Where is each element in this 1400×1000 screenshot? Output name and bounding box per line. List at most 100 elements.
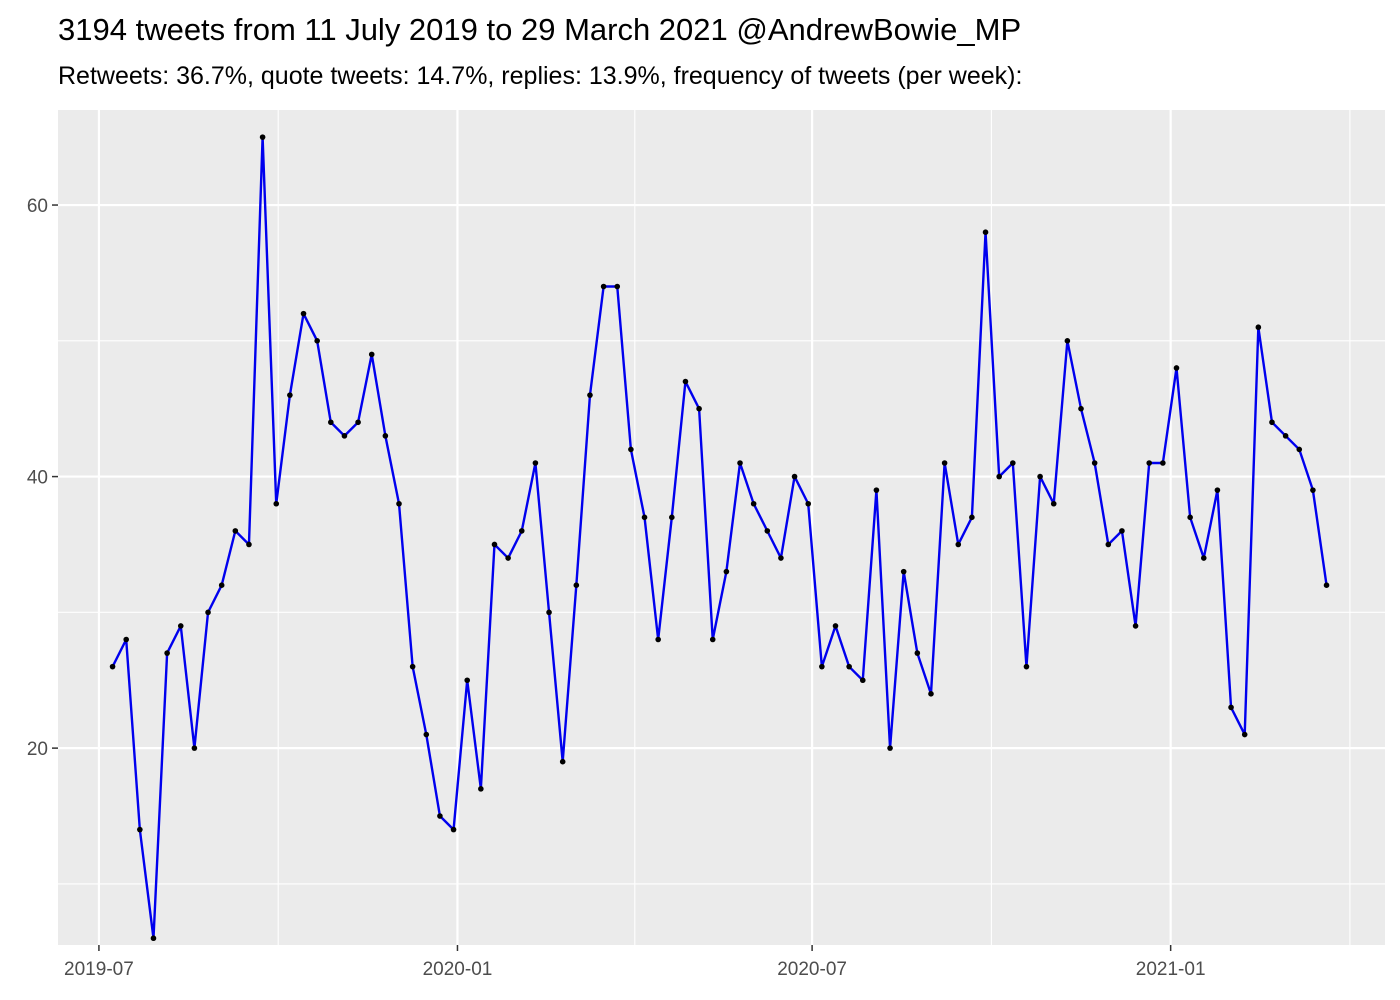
data-point xyxy=(1214,487,1221,493)
data-point xyxy=(191,745,198,751)
data-point xyxy=(641,514,648,521)
data-point xyxy=(314,338,320,344)
data-point xyxy=(382,433,389,439)
data-point xyxy=(368,351,375,358)
data-point xyxy=(819,663,825,670)
data-point xyxy=(846,663,852,670)
data-point xyxy=(750,500,757,507)
x-tick-label: 2020-01 xyxy=(423,959,493,980)
data-point xyxy=(1187,514,1193,521)
data-point xyxy=(1132,623,1139,629)
data-point xyxy=(1050,500,1057,507)
data-point xyxy=(464,677,471,684)
data-point xyxy=(1310,487,1316,493)
data-point xyxy=(587,392,593,398)
data-point xyxy=(655,636,661,643)
data-point xyxy=(873,487,880,493)
data-point xyxy=(1200,555,1207,561)
data-point xyxy=(614,283,621,290)
data-point xyxy=(955,541,962,548)
data-point xyxy=(123,636,130,643)
data-point xyxy=(355,419,361,426)
data-point xyxy=(1119,528,1125,534)
x-tick-label: 2020-07 xyxy=(777,959,847,980)
data-point xyxy=(205,609,211,616)
data-point xyxy=(1023,663,1030,670)
data-point xyxy=(232,528,239,534)
data-point xyxy=(669,514,675,521)
data-point xyxy=(1078,405,1084,412)
data-point xyxy=(164,650,170,656)
chart-subtitle: Retweets: 36.7%, quote tweets: 14.7%, re… xyxy=(58,62,1023,90)
plot-panel xyxy=(58,110,1385,945)
data-point xyxy=(1173,365,1180,371)
data-point xyxy=(246,541,252,548)
data-point xyxy=(1010,460,1016,466)
series-line xyxy=(111,135,1328,940)
data-point xyxy=(218,582,225,589)
x-tick-label: 2019-07 xyxy=(64,959,134,980)
data-point xyxy=(1296,446,1303,453)
data-point xyxy=(696,405,702,412)
data-point xyxy=(437,813,443,819)
data-point xyxy=(1255,324,1262,331)
data-point xyxy=(682,378,689,385)
data-point xyxy=(914,650,921,656)
data-point xyxy=(996,473,1002,480)
data-point xyxy=(1037,473,1043,480)
data-point xyxy=(969,514,975,521)
data-point xyxy=(137,826,143,833)
data-point xyxy=(709,636,716,643)
data-point xyxy=(1160,460,1166,466)
data-point xyxy=(341,433,348,439)
data-point xyxy=(791,473,798,480)
x-tick-label: 2021-01 xyxy=(1136,959,1206,980)
data-point xyxy=(573,582,580,589)
data-point xyxy=(778,555,784,561)
data-point xyxy=(928,691,934,697)
data-point xyxy=(941,460,948,466)
data-point xyxy=(832,623,839,629)
data-point xyxy=(300,310,307,317)
data-point xyxy=(1323,582,1330,589)
y-tick-label: 20 xyxy=(27,739,48,760)
data-point xyxy=(287,392,293,398)
data-point xyxy=(887,745,893,751)
data-point xyxy=(109,663,116,670)
data-point xyxy=(546,609,552,616)
data-point xyxy=(1091,460,1098,466)
data-point xyxy=(478,786,484,792)
data-point xyxy=(150,935,157,942)
y-tick-label: 40 xyxy=(27,468,48,489)
data-point xyxy=(518,528,525,534)
data-point xyxy=(737,460,743,466)
data-point xyxy=(505,555,511,561)
data-point xyxy=(1269,419,1275,426)
data-point xyxy=(723,568,730,575)
data-point xyxy=(259,134,266,140)
data-point xyxy=(805,500,812,507)
data-point xyxy=(1241,731,1248,738)
data-point xyxy=(1228,704,1234,711)
data-point xyxy=(859,677,866,684)
data-point xyxy=(1105,541,1112,548)
chart-title: 3194 tweets from 11 July 2019 to 29 Marc… xyxy=(58,12,1022,47)
data-point xyxy=(628,446,634,453)
data-point xyxy=(177,623,184,629)
data-point xyxy=(273,500,280,507)
data-point xyxy=(423,731,430,738)
data-point xyxy=(491,541,498,548)
data-point xyxy=(559,758,566,765)
data-point xyxy=(396,500,402,507)
data-point xyxy=(982,229,989,235)
y-tick-label: 60 xyxy=(27,196,48,217)
data-point xyxy=(328,419,334,426)
data-point xyxy=(1064,338,1071,344)
data-point xyxy=(600,283,607,290)
data-point xyxy=(1282,433,1289,439)
data-point xyxy=(1146,460,1153,466)
data-point xyxy=(900,568,907,575)
data-point xyxy=(764,528,771,534)
